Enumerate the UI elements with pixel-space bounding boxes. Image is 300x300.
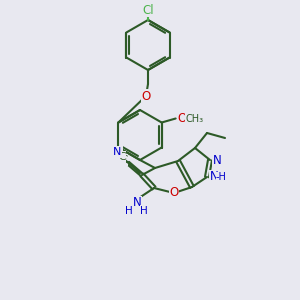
Text: H: H — [125, 206, 133, 216]
Text: C: C — [118, 152, 126, 162]
Text: N: N — [210, 170, 219, 184]
Text: O: O — [141, 89, 151, 103]
Text: O: O — [169, 187, 178, 200]
Text: N: N — [213, 154, 222, 166]
Text: Cl: Cl — [142, 4, 154, 16]
Text: N: N — [114, 146, 122, 160]
Text: O: O — [178, 112, 187, 125]
Text: C: C — [120, 155, 128, 165]
Text: -H: -H — [216, 172, 227, 182]
Text: CH₃: CH₃ — [186, 113, 204, 124]
Text: N: N — [113, 147, 121, 157]
Text: N: N — [133, 196, 141, 209]
Text: H: H — [140, 206, 148, 216]
